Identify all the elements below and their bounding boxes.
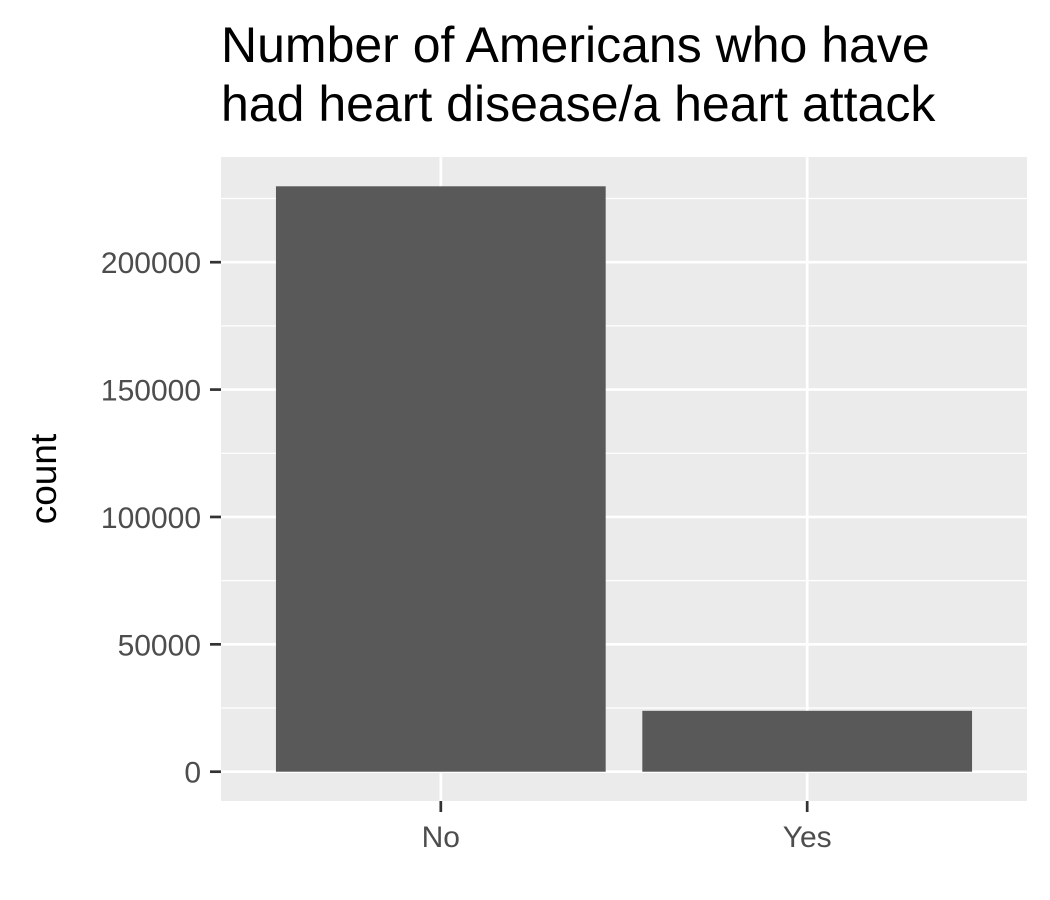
y-tick-label: 200000	[101, 247, 201, 280]
y-axis-title: count	[23, 433, 64, 524]
bar-no	[275, 186, 606, 772]
bar-yes	[642, 710, 973, 772]
y-tick-label: 0	[184, 757, 201, 790]
chart-title-line-1: Number of Americans who have	[221, 17, 930, 73]
y-tick-label: 150000	[101, 375, 201, 408]
chart-title-line-2: had heart disease/a heart attack	[221, 76, 936, 132]
x-tick-label: Yes	[783, 821, 832, 854]
y-tick-label: 100000	[101, 502, 201, 535]
y-tick-label: 50000	[118, 629, 201, 662]
x-axis: No Yes	[422, 801, 832, 854]
bars	[275, 186, 973, 772]
y-axis: 0 50000 100000 150000 200000	[101, 247, 221, 790]
chart-title: Number of Americans who have had heart d…	[221, 17, 936, 132]
x-tick-label: No	[422, 821, 460, 854]
